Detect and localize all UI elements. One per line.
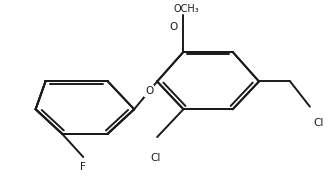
Text: Cl: Cl	[150, 153, 161, 163]
Text: O: O	[145, 86, 153, 96]
Text: F: F	[80, 162, 86, 172]
Text: O: O	[169, 22, 177, 32]
Text: Cl: Cl	[313, 118, 324, 128]
Text: OCH₃: OCH₃	[174, 4, 200, 14]
